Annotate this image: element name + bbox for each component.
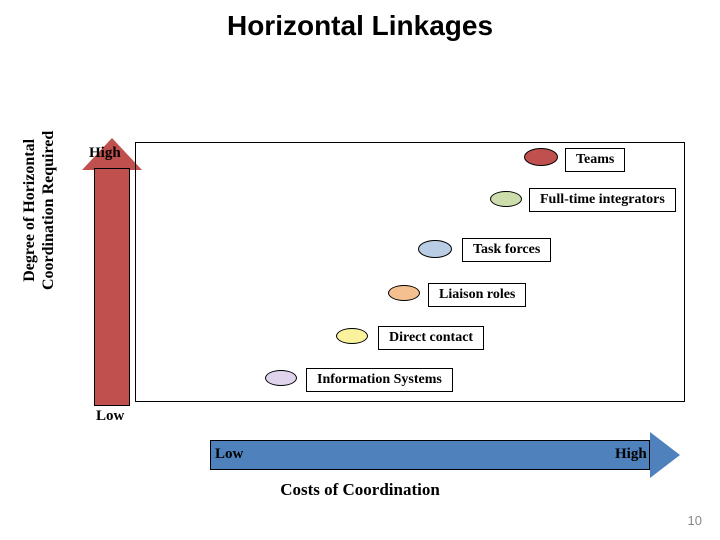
linkage-box: Liaison roles <box>428 283 526 307</box>
y-axis-low-label: Low <box>96 408 124 425</box>
plot-area <box>135 142 685 402</box>
linkage-oval <box>524 148 558 166</box>
linkage-oval <box>265 370 297 386</box>
linkage-box: Information Systems <box>306 368 453 392</box>
linkage-box: Full-time integrators <box>529 188 676 212</box>
x-axis-arrow <box>210 440 650 470</box>
y-axis-label: Degree of Horizontal Coordination Requir… <box>20 131 58 290</box>
x-axis-low-label: Low <box>215 446 243 463</box>
linkage-box: Teams <box>565 148 625 172</box>
y-axis-arrow <box>94 168 130 406</box>
x-axis-arrowhead <box>650 432 680 478</box>
linkage-oval <box>490 191 522 207</box>
linkage-box: Direct contact <box>378 326 484 350</box>
linkage-oval <box>388 285 420 301</box>
linkage-oval <box>418 240 452 258</box>
x-axis-label: Costs of Coordination <box>0 480 720 500</box>
linkage-box: Task forces <box>462 238 551 262</box>
y-axis-high-label: High <box>89 145 121 162</box>
page-title: Horizontal Linkages <box>0 10 720 42</box>
linkage-oval <box>336 328 368 344</box>
page-number: 10 <box>688 513 702 528</box>
x-axis-high-label: High <box>615 446 647 463</box>
